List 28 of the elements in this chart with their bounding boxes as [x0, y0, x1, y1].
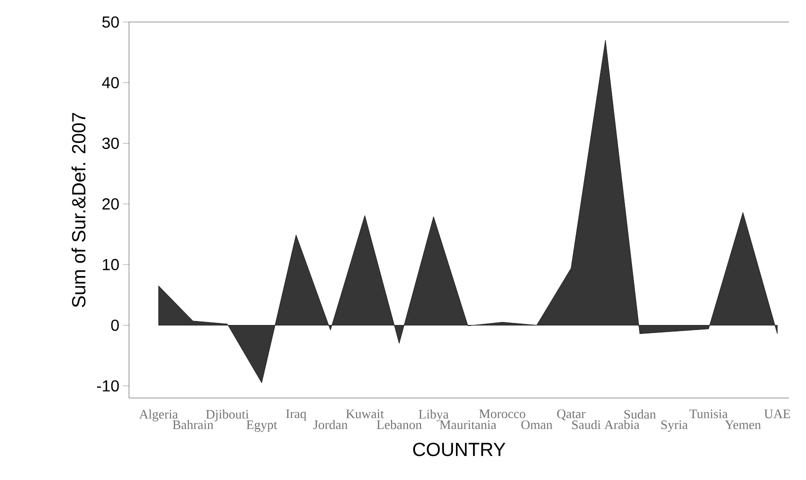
x-tick-label: Egypt	[246, 420, 278, 432]
x-tick-label: Jordan	[313, 420, 348, 430]
y-tick-label: 50	[102, 16, 119, 28]
x-tick-label: Syria	[661, 420, 688, 432]
x-tick-label: Yemen	[724, 420, 761, 430]
x-tick-label: Lebanon	[376, 420, 422, 430]
x-tick-label: Qatar	[557, 410, 586, 420]
x-tick-label: Sudan	[624, 410, 656, 419]
x-tick-label: Iraq	[286, 410, 306, 421]
y-tick-label: -10	[97, 380, 119, 392]
x-tick-label: Oman	[521, 420, 552, 430]
x-tick-label: Kuwait	[346, 410, 384, 418]
x-tick-label: Morocco	[479, 410, 526, 418]
x-tick-label: Saudi Arabia	[572, 420, 640, 430]
y-tick-label: 10	[102, 258, 119, 270]
x-tick-label: Algeria	[139, 410, 178, 422]
x-tick-label: Tunisia	[690, 410, 728, 418]
y-tick-label: 0	[111, 320, 119, 331]
x-tick-label: Bahrain	[172, 420, 214, 430]
y-tick-label: 20	[102, 198, 119, 210]
y-axis-title: Sum of Sur.&Def. 2007	[72, 112, 86, 308]
y-tick-label: 30	[102, 138, 119, 149]
x-tick-label: Mauritania	[440, 420, 496, 430]
x-axis-title: COUNTRY	[413, 442, 506, 456]
y-tick-label: 40	[102, 76, 119, 88]
x-tick-label: Libya	[418, 410, 449, 422]
x-tick-label: UAE	[764, 410, 790, 418]
x-tick-label: Djibouti	[206, 410, 249, 422]
